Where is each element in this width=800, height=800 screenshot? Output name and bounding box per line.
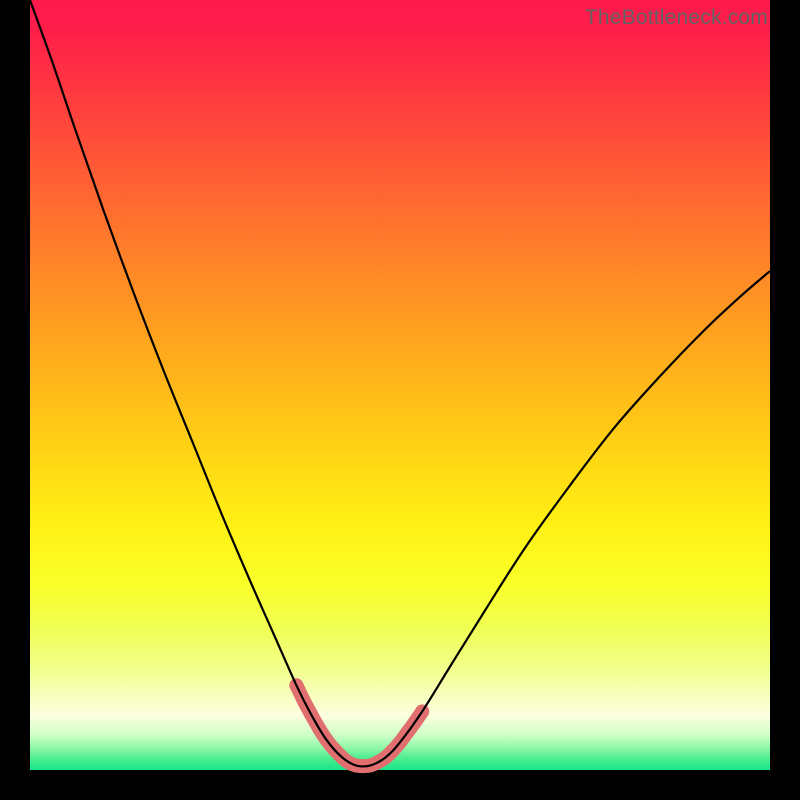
chart-frame: TheBottleneck.com (0, 0, 800, 800)
watermark-label: TheBottleneck.com (585, 6, 768, 30)
bottleneck-curve (30, 0, 770, 767)
curve-layer (30, 0, 770, 770)
plot-area (30, 0, 770, 770)
valley-highlight (296, 685, 422, 766)
